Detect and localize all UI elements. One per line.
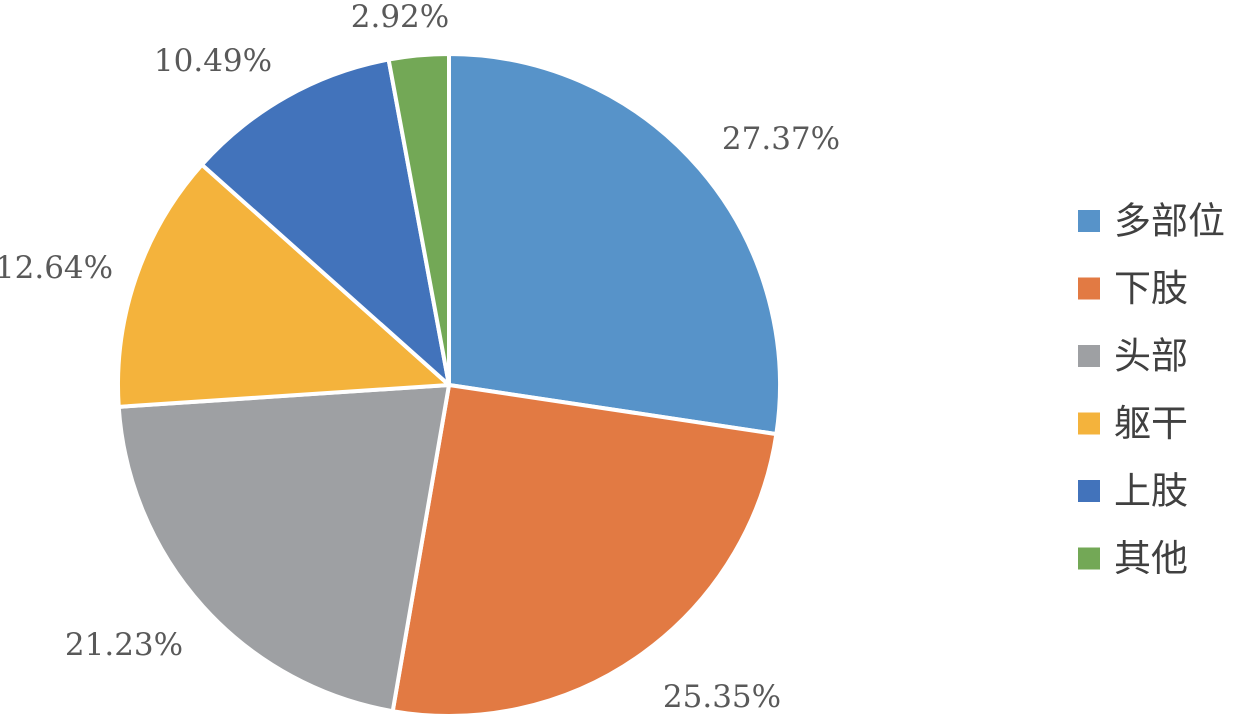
pie-slice-2 bbox=[390, 383, 779, 718]
data-label-1: 27.37% bbox=[722, 121, 840, 157]
pie-slices bbox=[116, 52, 782, 718]
legend-swatch-3 bbox=[1078, 345, 1100, 367]
pie-slice-6 bbox=[386, 52, 451, 387]
legend-label-4: 躯干 bbox=[1114, 402, 1188, 445]
data-label-2: 25.35% bbox=[663, 679, 781, 715]
legend-label-6: 其他 bbox=[1114, 537, 1188, 580]
legend-swatch-1 bbox=[1078, 210, 1100, 232]
data-labels: 27.37% 25.35% 21.23% 12.64% 10.49% 2.92% bbox=[0, 0, 840, 715]
pie-slice-1 bbox=[447, 52, 782, 437]
legend-swatch-6 bbox=[1078, 547, 1100, 570]
pie-slice-4 bbox=[116, 162, 451, 409]
legend-label-3: 头部 bbox=[1114, 335, 1188, 378]
legend-label-2: 下肢 bbox=[1114, 267, 1188, 310]
data-label-6: 2.92% bbox=[351, 0, 449, 35]
legend-label-1: 多部位 bbox=[1114, 200, 1225, 243]
legend-swatch-4 bbox=[1078, 412, 1100, 435]
pie-slice-5 bbox=[199, 57, 451, 387]
legend-swatch-5 bbox=[1078, 480, 1100, 502]
data-label-3: 21.23% bbox=[65, 627, 183, 663]
legend-label-5: 上肢 bbox=[1114, 470, 1188, 513]
data-label-4: 12.64% bbox=[0, 250, 113, 286]
legend-swatch-2 bbox=[1078, 277, 1100, 300]
pie-slice-3 bbox=[116, 383, 451, 714]
data-label-5: 10.49% bbox=[154, 43, 272, 79]
